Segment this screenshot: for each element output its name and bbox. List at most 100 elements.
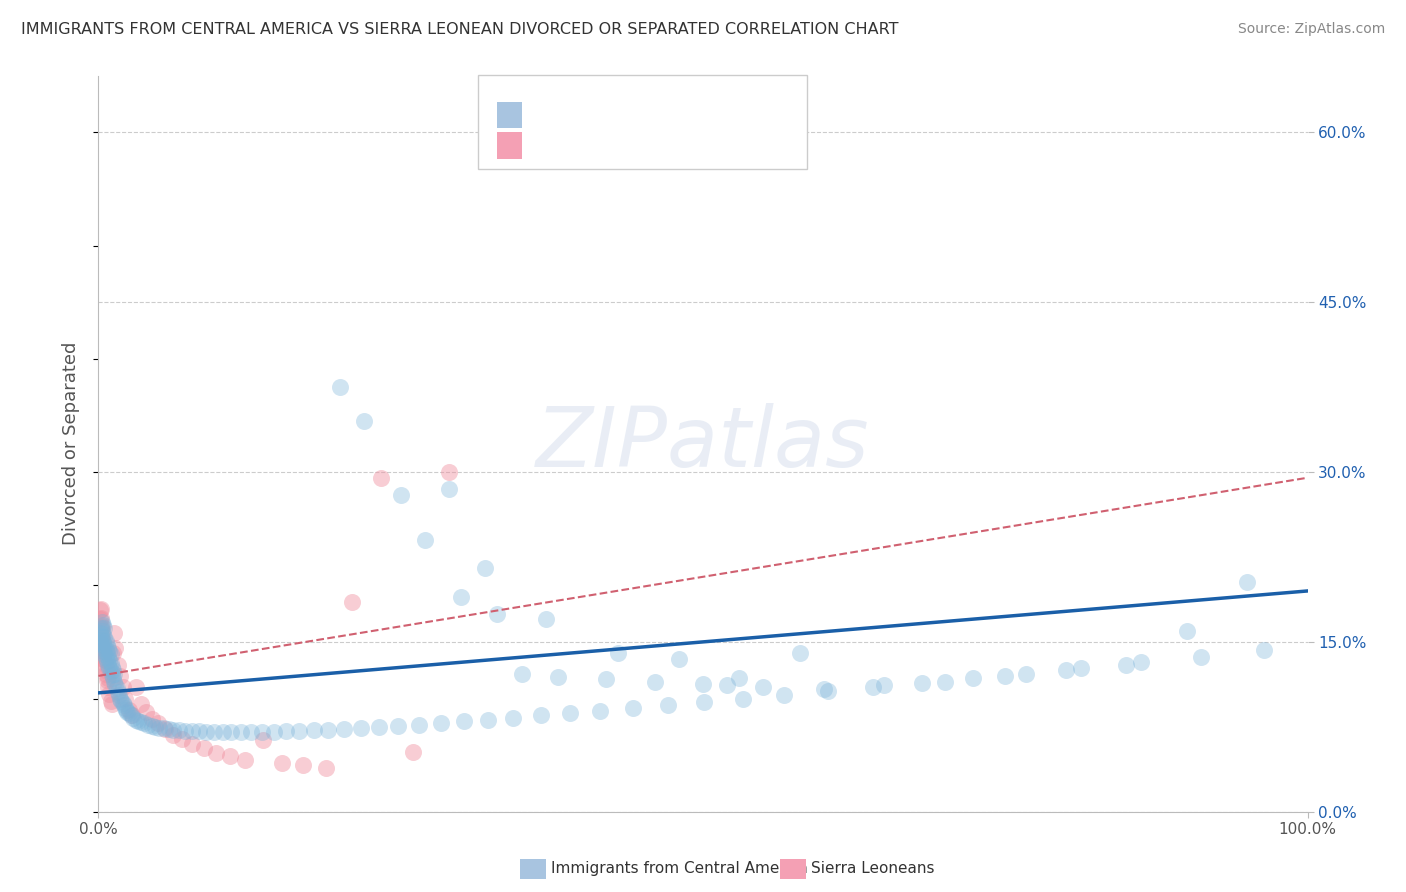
Point — [644, 674, 666, 689]
Point — [813, 682, 835, 697]
Point — [316, 723, 339, 738]
Point — [89, 629, 111, 643]
Text: 0.249: 0.249 — [560, 106, 607, 124]
Point — [97, 649, 120, 664]
Point — [502, 711, 524, 725]
Point — [368, 720, 391, 734]
Point — [118, 703, 141, 717]
Point — [97, 657, 120, 672]
Point — [693, 695, 716, 709]
Point — [112, 698, 135, 713]
Point — [108, 691, 131, 706]
Text: 0.112: 0.112 — [560, 136, 607, 154]
Point — [429, 716, 451, 731]
Point — [96, 637, 118, 651]
Point — [100, 667, 122, 681]
Point — [148, 721, 170, 735]
Point — [450, 590, 472, 604]
Point — [91, 627, 114, 641]
Point — [100, 657, 122, 671]
Point — [129, 697, 152, 711]
Point — [180, 737, 202, 751]
Point — [731, 691, 754, 706]
Point — [89, 621, 111, 635]
Point — [89, 603, 111, 617]
Point — [621, 700, 644, 714]
Point — [716, 678, 738, 692]
Point — [589, 704, 612, 718]
Point — [96, 673, 118, 688]
Point — [103, 674, 125, 689]
Point — [274, 724, 297, 739]
Point — [193, 741, 215, 756]
Point — [120, 708, 142, 723]
Point — [91, 644, 114, 658]
Point — [474, 561, 496, 575]
Point — [91, 619, 114, 633]
Point — [204, 746, 226, 760]
Point — [91, 618, 114, 632]
Point — [873, 678, 896, 692]
Point — [93, 640, 115, 654]
Point — [101, 646, 124, 660]
Point — [100, 665, 122, 679]
Point — [111, 696, 134, 710]
Point — [107, 684, 129, 698]
Point — [93, 631, 115, 645]
Point — [96, 646, 118, 660]
Point — [934, 674, 956, 689]
Point — [114, 691, 136, 706]
Point — [118, 706, 141, 721]
Point — [1070, 661, 1092, 675]
Point — [342, 595, 364, 609]
Point — [162, 723, 184, 738]
Point — [141, 712, 163, 726]
Point — [370, 471, 392, 485]
Point — [90, 621, 112, 635]
Point — [91, 652, 114, 666]
Point — [117, 705, 139, 719]
Point — [98, 687, 121, 701]
Point — [1015, 666, 1038, 681]
Point — [105, 681, 128, 696]
Point — [607, 646, 630, 660]
Point — [90, 629, 112, 643]
Point — [962, 671, 984, 685]
Point — [96, 665, 118, 679]
Point — [239, 725, 262, 739]
Point — [114, 700, 136, 714]
Point — [103, 666, 125, 681]
Point — [89, 635, 111, 649]
Text: R =: R = — [530, 106, 567, 124]
Point — [111, 680, 134, 694]
Point — [91, 636, 114, 650]
Point — [143, 720, 166, 734]
Text: 58: 58 — [644, 136, 665, 154]
Point — [91, 644, 114, 658]
Point — [136, 717, 159, 731]
Point — [91, 615, 114, 629]
Y-axis label: Divorced or Separated: Divorced or Separated — [62, 343, 80, 545]
Point — [413, 533, 436, 547]
Point — [89, 612, 111, 626]
Point — [204, 725, 226, 739]
Point — [250, 725, 273, 739]
Point — [127, 714, 149, 728]
Point — [994, 669, 1017, 683]
Point — [453, 714, 475, 728]
Point — [329, 380, 352, 394]
Point — [152, 721, 174, 735]
Point — [94, 657, 117, 672]
Point — [141, 719, 163, 733]
Point — [402, 745, 425, 759]
Point — [333, 722, 356, 736]
Point — [115, 703, 138, 717]
Point — [288, 724, 311, 739]
Point — [219, 749, 242, 764]
Point — [1236, 574, 1258, 589]
Text: R =: R = — [530, 136, 567, 154]
Point — [668, 652, 690, 666]
Point — [91, 637, 114, 651]
Point — [728, 671, 751, 685]
Point — [93, 652, 115, 666]
